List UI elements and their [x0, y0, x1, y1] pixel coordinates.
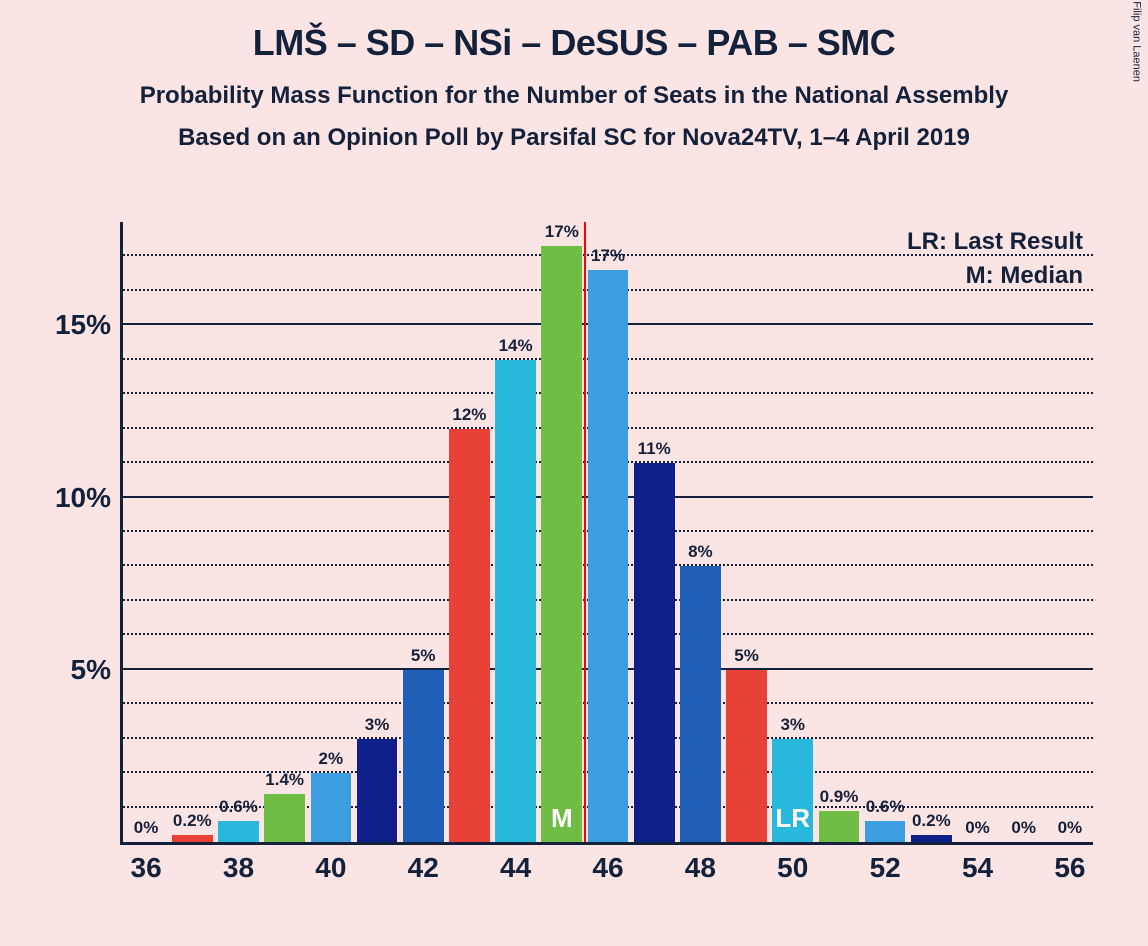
chart-plot-area: 5%10%15%36384042444648505254560%0.2%0.6%… [120, 222, 1093, 845]
chart-subtitle-2: Based on an Opinion Poll by Parsifal SC … [0, 124, 1148, 152]
legend-median: M: Median [907, 262, 1083, 290]
bar: 2% [311, 773, 352, 842]
legend-last-result: LR: Last Result [907, 228, 1083, 256]
last-result-marker: LR [775, 803, 810, 834]
x-axis-label: 54 [962, 842, 993, 884]
bar-value-label: 0.9% [820, 787, 859, 811]
x-axis-label: 50 [777, 842, 808, 884]
bar-value-label: 5% [734, 646, 759, 670]
bar-value-label: 1.4% [265, 770, 304, 794]
x-axis-label: 40 [315, 842, 346, 884]
y-axis-label: 15% [55, 309, 123, 341]
bar: 14% [495, 360, 536, 842]
bar-value-label: 2% [319, 749, 344, 773]
chart-title: LMŠ – SD – NSi – DeSUS – PAB – SMC [0, 22, 1148, 64]
bar: 0.6% [865, 821, 906, 842]
bar-value-label: 11% [638, 439, 671, 463]
bar: 0.2% [911, 835, 952, 842]
median-marker: M [551, 803, 573, 834]
bar-value-label: 0% [1058, 818, 1083, 842]
bar: 3%LR [772, 739, 813, 842]
x-axis-label: 52 [870, 842, 901, 884]
bar-value-label: 5% [411, 646, 436, 670]
bar: 1.4% [264, 794, 305, 842]
x-axis-label: 42 [408, 842, 439, 884]
x-axis-label: 44 [500, 842, 531, 884]
bar: 11% [634, 463, 675, 842]
bar-value-label: 12% [452, 405, 486, 429]
bar-value-label: 0% [1011, 818, 1036, 842]
bar-value-label: 3% [365, 715, 390, 739]
bar: 0.2% [172, 835, 213, 842]
x-axis-label: 48 [685, 842, 716, 884]
bar-value-label: 14% [499, 336, 533, 360]
y-axis-label: 5% [71, 654, 123, 686]
bar-value-label: 0.6% [866, 797, 905, 821]
bar-value-label: 0% [965, 818, 990, 842]
bar: 17% [588, 270, 629, 842]
bar: 3% [357, 739, 398, 842]
bar-value-label: 17% [545, 222, 579, 246]
bar: 5% [726, 670, 767, 842]
bar: 0.6% [218, 821, 259, 842]
bar-value-label: 17% [591, 246, 625, 270]
legend: LR: Last Result M: Median [907, 228, 1083, 296]
chart-subtitle-1: Probability Mass Function for the Number… [0, 82, 1148, 110]
y-axis-label: 10% [55, 482, 123, 514]
bar-value-label: 3% [780, 715, 805, 739]
median-line [584, 222, 586, 842]
bar: 5% [403, 670, 444, 842]
bar-value-label: 0.6% [219, 797, 258, 821]
x-axis-label: 38 [223, 842, 254, 884]
bar: 12% [449, 429, 490, 842]
bar: 0.9% [819, 811, 860, 842]
x-axis-label: 46 [592, 842, 623, 884]
bar-value-label: 0% [134, 818, 159, 842]
x-axis-label: 56 [1054, 842, 1085, 884]
x-axis-label: 36 [131, 842, 162, 884]
bar-value-label: 0.2% [173, 811, 212, 835]
bar-value-label: 8% [688, 542, 713, 566]
copyright-text: © 2019 Filip van Laenen [1130, 0, 1142, 82]
bar: 8% [680, 566, 721, 842]
bar-value-label: 0.2% [912, 811, 951, 835]
bar: 17%M [541, 246, 582, 842]
